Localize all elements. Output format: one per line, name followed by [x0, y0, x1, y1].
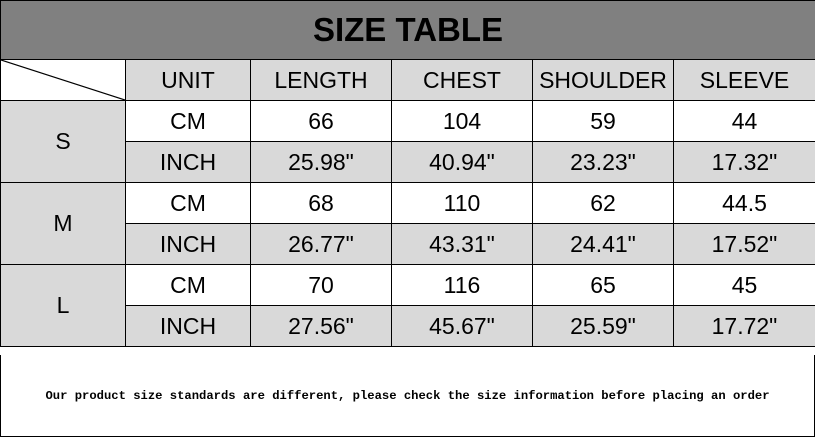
- table-row: L CM 70 116 65 45: [0, 264, 815, 347]
- measurement-cell: 25.59": [532, 305, 674, 347]
- measurement-cell: 23.23": [532, 141, 674, 183]
- unit-cell: CM: [125, 264, 251, 306]
- measurement-cell: 43.31": [391, 223, 533, 265]
- table-row: M CM 68 110 62 44.5: [0, 182, 815, 265]
- measurement-cell: 116: [391, 264, 533, 306]
- unit-cell: CM: [125, 100, 251, 142]
- unit-cell: CM: [125, 182, 251, 224]
- measurement-cell: 45: [673, 264, 815, 306]
- table-row: S CM 66 104 59 44: [0, 100, 815, 183]
- size-label: L: [0, 264, 126, 347]
- table-row: INCH 26.77" 43.31" 24.41" 17.52": [0, 223, 815, 265]
- size-table: SIZE TABLE UNIT LENGTH CHEST SHOULDER SL…: [0, 0, 815, 347]
- measurement-cell: 27.56": [250, 305, 392, 347]
- header-unit: UNIT: [125, 59, 251, 101]
- measurement-cell: 40.94": [391, 141, 533, 183]
- measurement-cell: 62: [532, 182, 674, 224]
- measurement-cell: 65: [532, 264, 674, 306]
- unit-cell: INCH: [125, 223, 251, 265]
- measurement-cell: 24.41": [532, 223, 674, 265]
- size-note: Our product size standards are different…: [0, 355, 815, 437]
- measurement-cell: 44: [673, 100, 815, 142]
- header-sleeve: SLEEVE: [673, 59, 815, 101]
- header-length: LENGTH: [250, 59, 392, 101]
- measurement-cell: 44.5: [673, 182, 815, 224]
- header-shoulder: SHOULDER: [532, 59, 674, 101]
- measurement-cell: 17.72": [673, 305, 815, 347]
- unit-cell: INCH: [125, 141, 251, 183]
- size-label: S: [0, 100, 126, 183]
- header-row: UNIT LENGTH CHEST SHOULDER SLEEVE: [0, 59, 815, 101]
- measurement-cell: 26.77": [250, 223, 392, 265]
- table-title: SIZE TABLE: [0, 0, 815, 60]
- unit-cell: INCH: [125, 305, 251, 347]
- header-chest: CHEST: [391, 59, 533, 101]
- size-label: M: [0, 182, 126, 265]
- table-row: INCH 27.56" 45.67" 25.59" 17.72": [0, 305, 815, 347]
- diagonal-corner-cell: [0, 59, 126, 101]
- measurement-cell: 104: [391, 100, 533, 142]
- measurement-cell: 45.67": [391, 305, 533, 347]
- measurement-cell: 66: [250, 100, 392, 142]
- measurement-cell: 25.98": [250, 141, 392, 183]
- measurement-cell: 68: [250, 182, 392, 224]
- measurement-cell: 17.32": [673, 141, 815, 183]
- table-row: INCH 25.98" 40.94" 23.23" 17.32": [0, 141, 815, 183]
- measurement-cell: 110: [391, 182, 533, 224]
- measurement-cell: 59: [532, 100, 674, 142]
- measurement-cell: 17.52": [673, 223, 815, 265]
- measurement-cell: 70: [250, 264, 392, 306]
